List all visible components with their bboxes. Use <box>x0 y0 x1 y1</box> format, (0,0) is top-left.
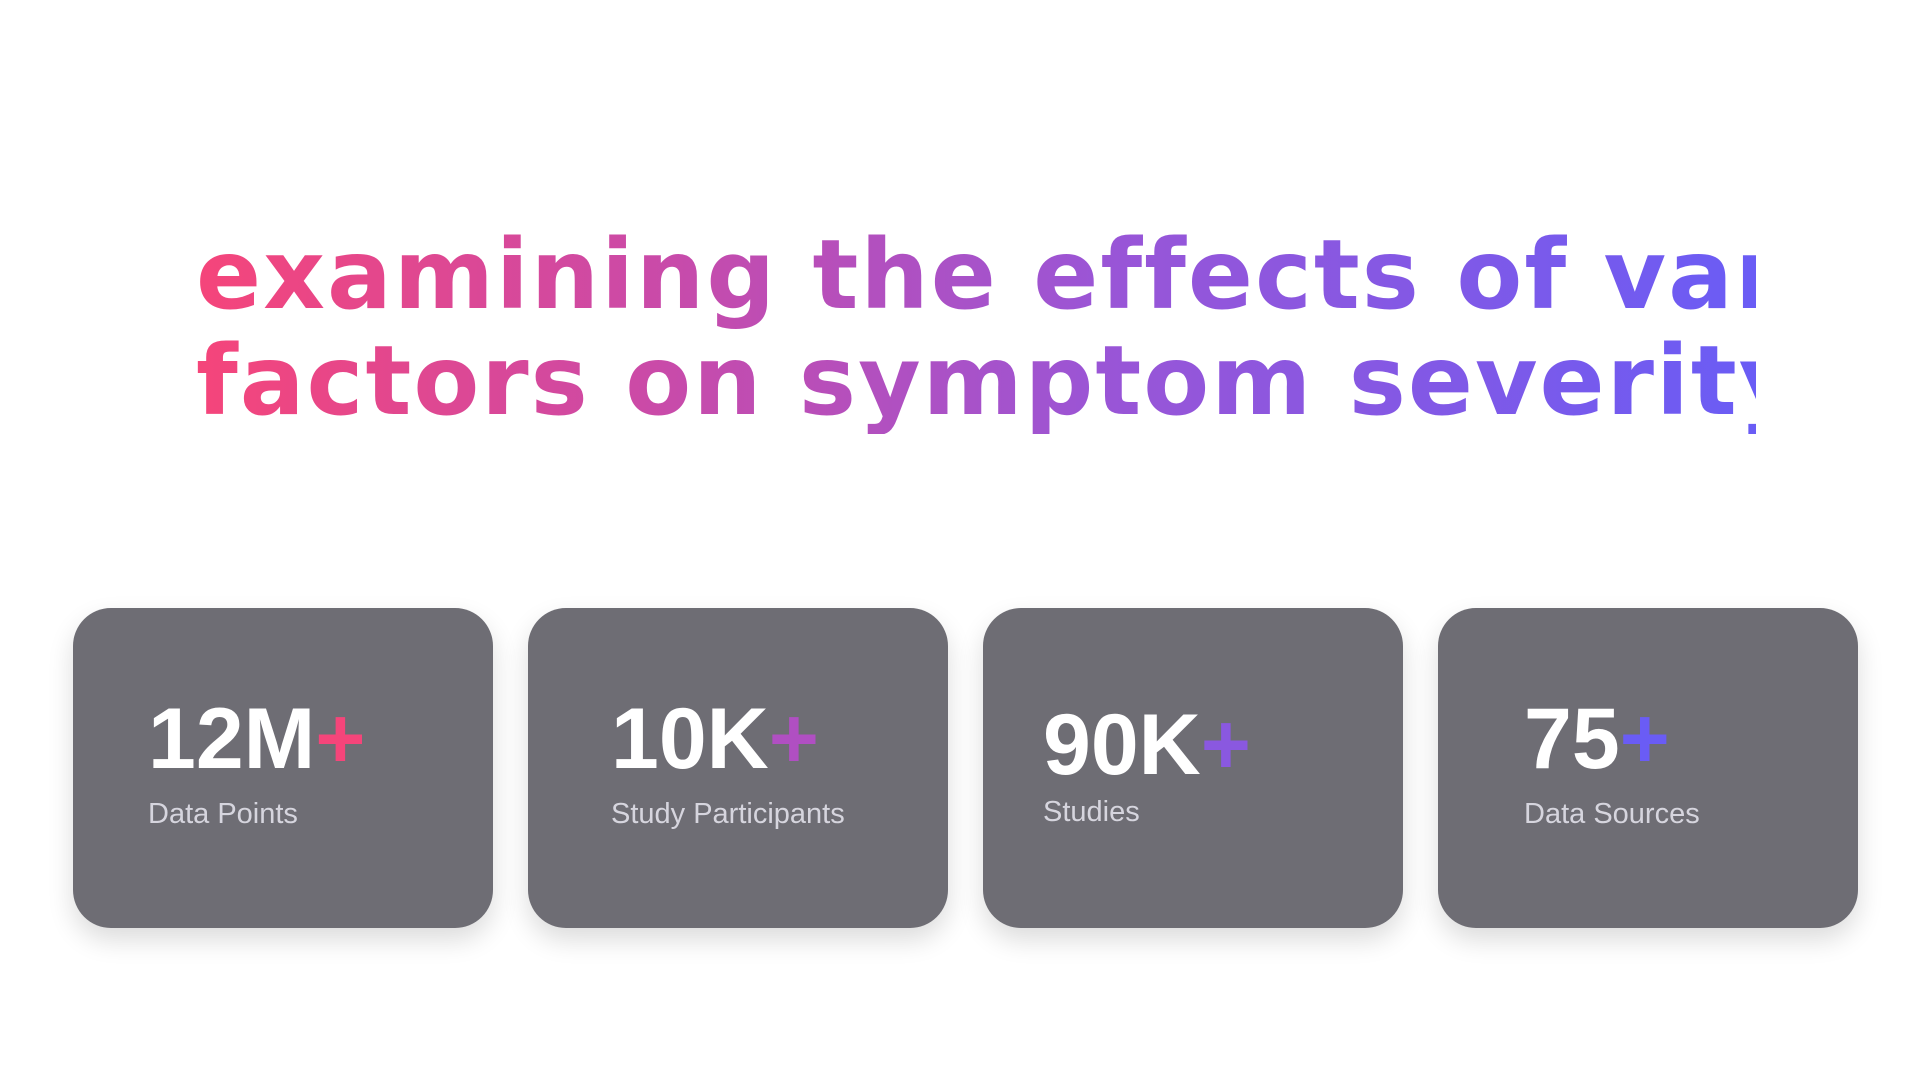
stat-label: Studies <box>1043 796 1140 828</box>
stat-value: 90K+ <box>1043 702 1251 788</box>
stat-card-study-participants: 10K+ Study Participants <box>528 608 948 928</box>
stat-suffix: + <box>1200 697 1251 793</box>
stat-card-studies: 90K+ Studies <box>983 608 1403 928</box>
stat-label: Data Points <box>148 798 298 830</box>
stat-number: 10K <box>611 691 769 787</box>
headline-line-2: factors on symptom severity <box>196 325 1804 437</box>
stat-card-data-sources: 75+ Data Sources <box>1438 608 1858 928</box>
stat-value: 75+ <box>1524 696 1670 782</box>
stat-label: Study Participants <box>611 798 845 830</box>
stat-number: 75 <box>1524 691 1620 787</box>
headline: examining the effects of various factors… <box>196 222 1756 434</box>
stat-number: 12M <box>148 691 316 787</box>
stat-suffix: + <box>768 691 819 787</box>
stat-card-data-points: 12M+ Data Points <box>73 608 493 928</box>
stat-label: Data Sources <box>1524 798 1700 830</box>
headline-line-1: examining the effects of various <box>196 219 1920 331</box>
stat-suffix: + <box>1619 691 1670 787</box>
stat-number: 90K <box>1043 697 1201 793</box>
stat-value: 12M+ <box>148 696 366 782</box>
stat-suffix: + <box>315 691 366 787</box>
stat-value: 10K+ <box>611 696 819 782</box>
